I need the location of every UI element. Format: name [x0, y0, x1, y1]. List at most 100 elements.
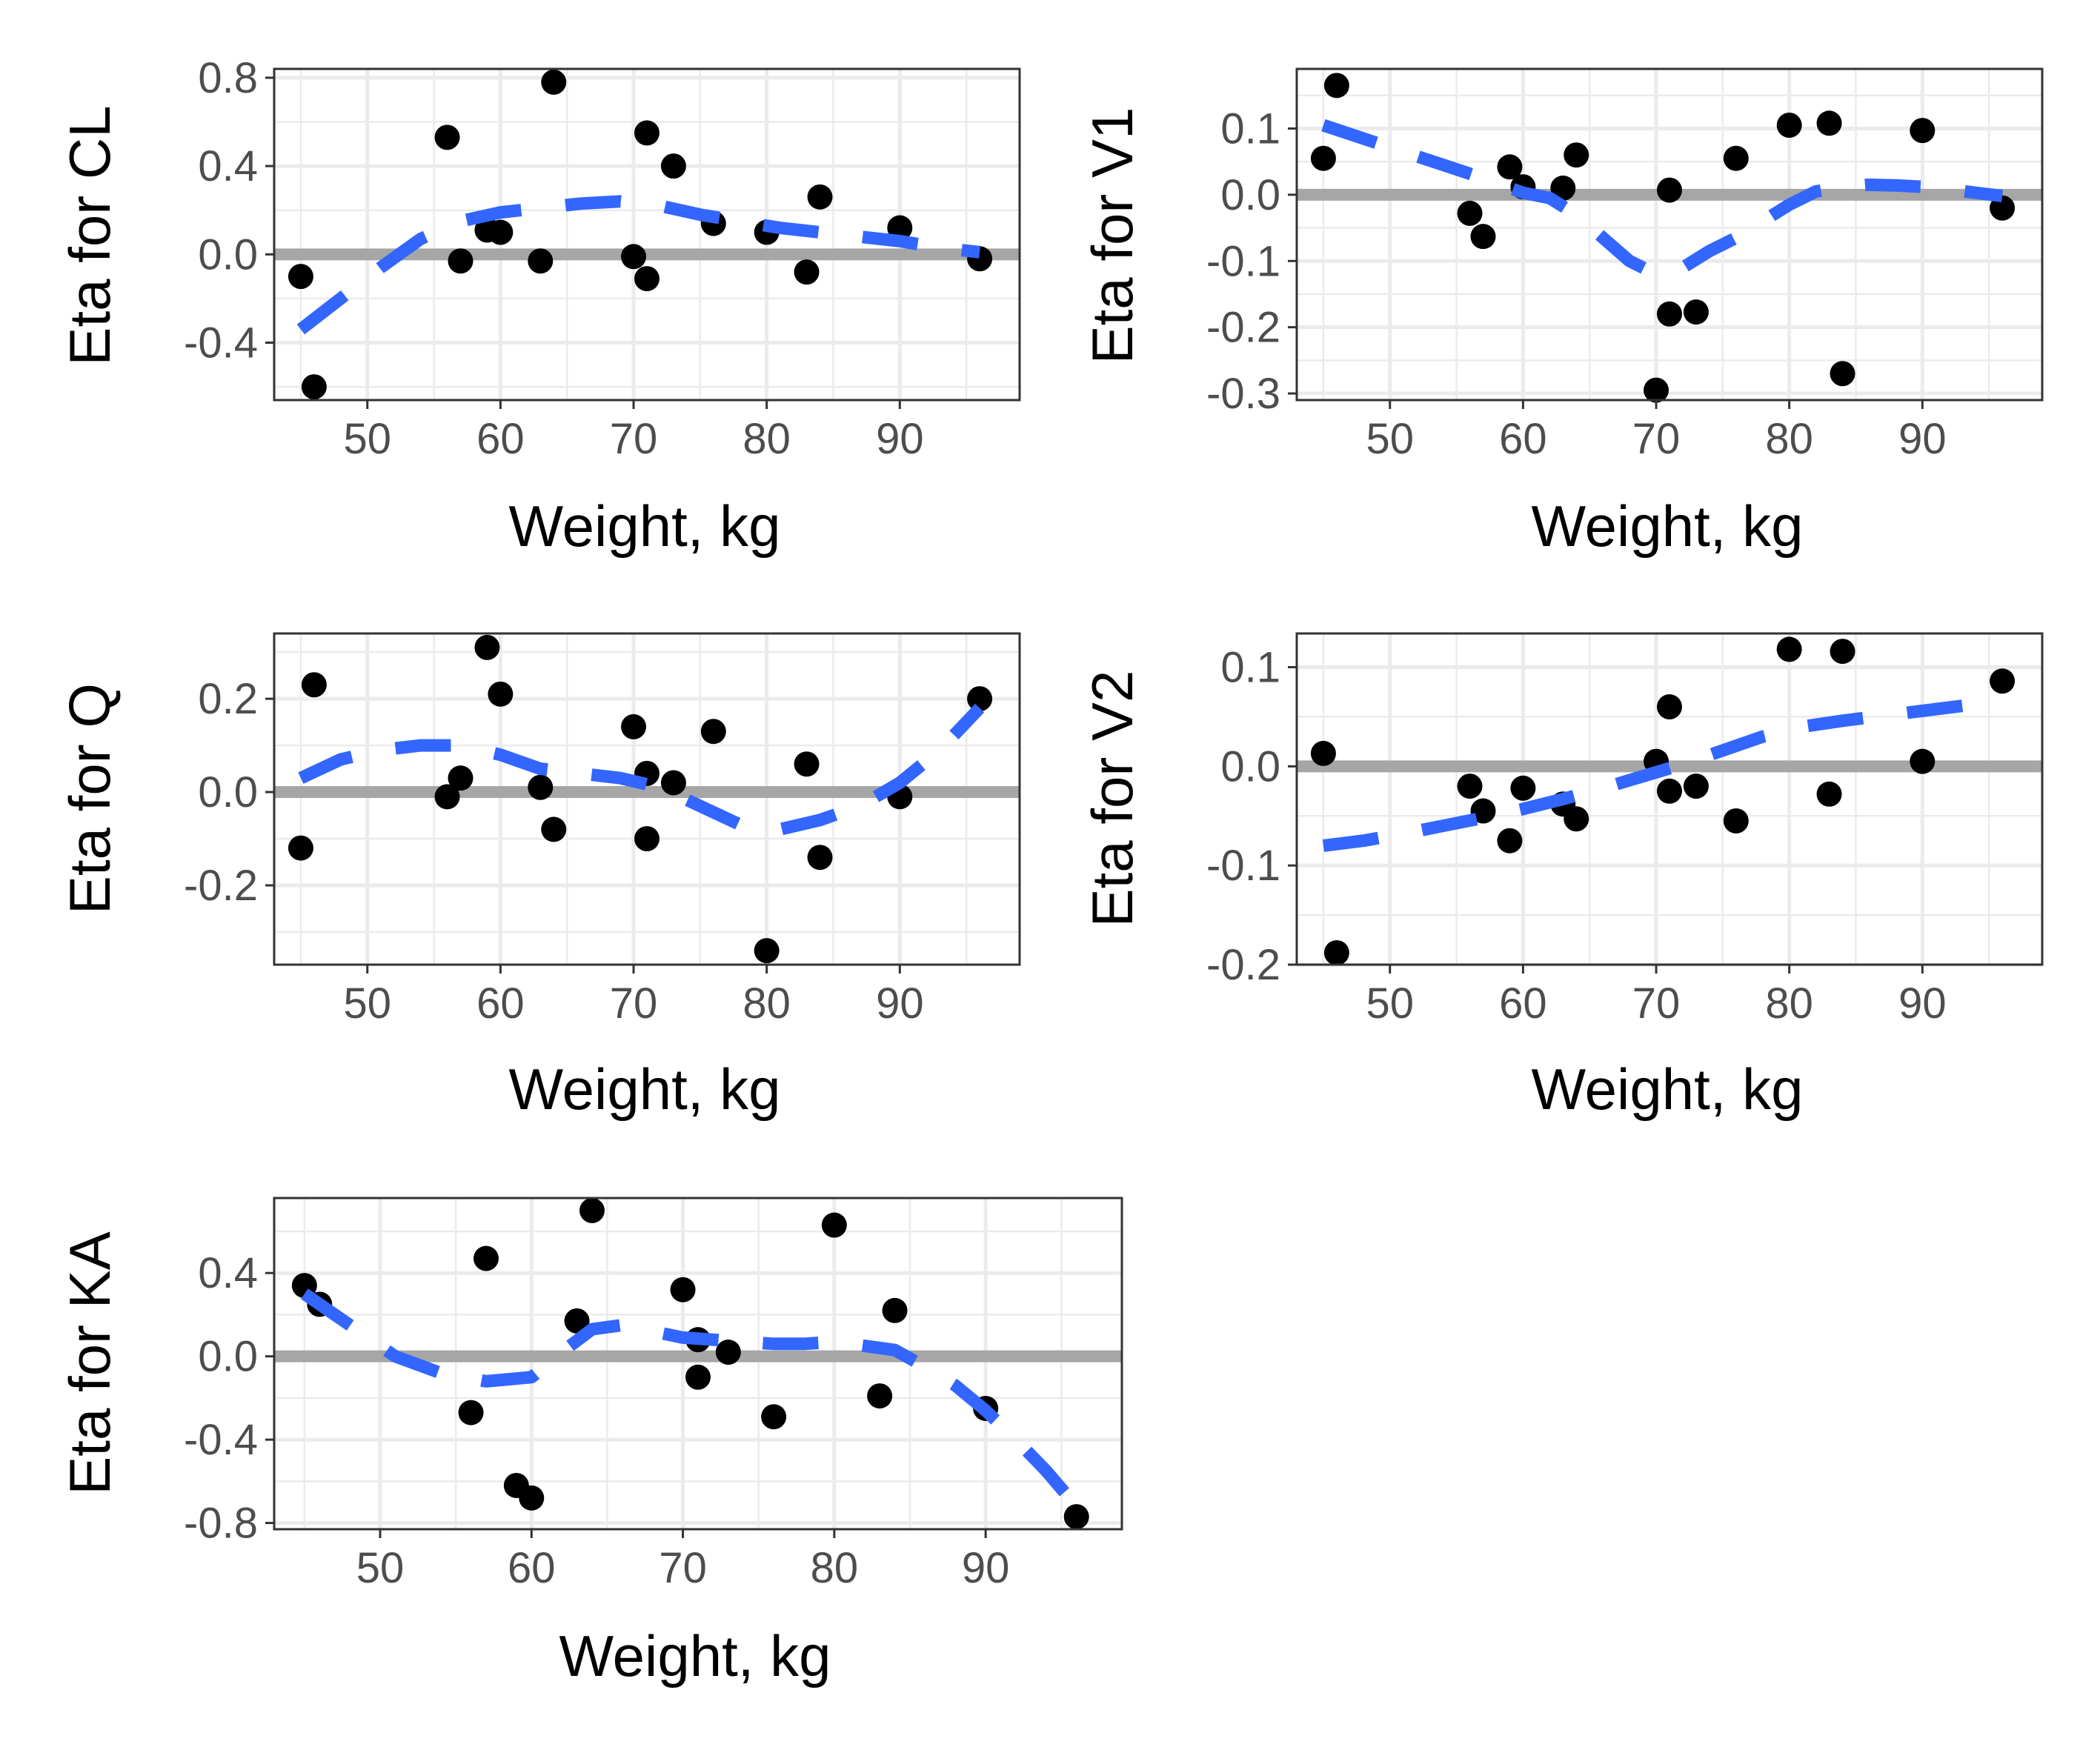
- y-tick-label: 0.0: [1220, 742, 1280, 791]
- data-point: [528, 774, 554, 800]
- panel-eta-q-smooth-line: [298, 703, 985, 836]
- data-point: [1470, 224, 1496, 250]
- panel-eta-ka-ylabel: Eta for KA: [57, 1231, 122, 1495]
- data-point: [1910, 118, 1935, 144]
- data-point: [700, 719, 726, 745]
- panel-eta-v1-xlabel: Weight, kg: [1531, 493, 1803, 559]
- data-point: [967, 686, 993, 712]
- panel-eta-ka-smooth-line: [301, 1288, 1082, 1511]
- data-point: [1323, 73, 1349, 99]
- data-point: [519, 1485, 545, 1511]
- x-tick-label: 60: [1499, 415, 1547, 463]
- y-tick-label: -0.1: [1206, 842, 1280, 890]
- data-point: [1470, 798, 1496, 824]
- panel-eta-ka: Eta for KA Weight, kg 50 60 70 80 90 -0.8 -0.4…: [57, 1197, 1123, 1689]
- x-tick-label: 80: [742, 415, 791, 463]
- x-tick-label: 80: [811, 1544, 859, 1592]
- data-point: [1910, 748, 1935, 774]
- data-point: [634, 120, 659, 146]
- y-tick-label: 0.2: [198, 675, 258, 723]
- panel-eta-v1-y-axis: -0.3 -0.2 -0.1 0.0 0.1: [1206, 104, 1297, 418]
- panel-eta-ka-x-axis: 50 60 70 80 90: [356, 1529, 1010, 1592]
- panel-eta-v1-background: [1297, 69, 2042, 400]
- data-point: [1816, 110, 1842, 136]
- y-tick-label: 0.0: [198, 230, 258, 279]
- panel-eta-q-ylabel: Eta for Q: [57, 683, 122, 914]
- data-point: [1310, 740, 1336, 766]
- data-point: [1776, 112, 1802, 138]
- panel-eta-v2: Eta for V2 Weight, kg 50 60 70 80 90 -0.2 -0.1…: [1080, 632, 2044, 1122]
- panel-eta-cl-points: [288, 69, 993, 400]
- panel-eta-v2-border: [1295, 632, 2044, 966]
- data-point: [434, 124, 460, 150]
- data-point: [541, 69, 567, 95]
- x-tick-label: 60: [508, 1544, 556, 1592]
- data-point: [579, 1197, 605, 1223]
- panel-eta-q-y-axis: -0.2 0.0 0.2: [184, 675, 274, 910]
- data-point: [528, 248, 554, 274]
- data-point: [621, 713, 647, 739]
- x-tick-label: 70: [1632, 415, 1681, 463]
- panel-eta-v1-ylabel: Eta for V1: [1080, 107, 1145, 365]
- data-point: [867, 1383, 893, 1409]
- x-tick-label: 60: [1499, 979, 1547, 1028]
- panel-eta-q-xlabel: Weight, kg: [508, 1057, 780, 1122]
- data-point: [288, 264, 313, 290]
- data-point: [1497, 828, 1523, 854]
- data-point: [634, 826, 659, 852]
- data-point: [1564, 806, 1589, 832]
- y-tick-label: 0.0: [1220, 171, 1280, 219]
- data-point: [541, 816, 567, 842]
- y-tick-label: -0.2: [184, 862, 258, 910]
- x-tick-label: 70: [1632, 979, 1681, 1028]
- y-tick-label: 0.1: [1220, 644, 1280, 692]
- data-point: [1657, 301, 1682, 327]
- data-point: [1457, 200, 1483, 226]
- data-point: [1657, 177, 1682, 203]
- y-tick-label: -0.2: [1206, 304, 1280, 352]
- data-point: [1657, 778, 1682, 804]
- data-point: [754, 938, 780, 964]
- x-tick-label: 50: [1366, 415, 1414, 463]
- data-point: [794, 751, 820, 777]
- y-tick-label: 0.8: [198, 54, 258, 102]
- data-point: [1644, 377, 1669, 403]
- x-tick-label: 90: [962, 1544, 1010, 1592]
- data-point: [715, 1340, 741, 1365]
- data-point: [301, 672, 327, 698]
- y-tick-label: -0.4: [184, 1416, 258, 1464]
- panel-eta-cl-x-axis: 50 60 70 80 90: [343, 400, 924, 463]
- panel-eta-cl-smooth-line: [296, 195, 981, 335]
- x-tick-label: 80: [1765, 415, 1813, 463]
- data-point: [288, 835, 313, 861]
- data-point: [685, 1364, 711, 1390]
- data-point: [448, 765, 474, 791]
- data-point: [1510, 775, 1536, 801]
- x-tick-label: 70: [610, 979, 658, 1028]
- y-tick-label: 0.0: [198, 1333, 258, 1381]
- x-tick-label: 90: [876, 415, 924, 463]
- y-tick-label: 0.4: [198, 1249, 258, 1297]
- x-tick-label: 90: [1898, 979, 1947, 1028]
- y-tick-label: -0.2: [1206, 941, 1280, 989]
- data-point: [564, 1308, 590, 1334]
- y-tick-label: -0.3: [1206, 370, 1280, 418]
- data-point: [807, 184, 833, 210]
- data-point: [1063, 1504, 1089, 1530]
- data-point: [660, 770, 686, 796]
- panel-eta-ka-xlabel: Weight, kg: [559, 1623, 831, 1689]
- x-tick-label: 80: [1765, 979, 1813, 1028]
- panel-eta-cl-xlabel: Weight, kg: [508, 493, 780, 559]
- data-point: [660, 153, 686, 179]
- data-point: [821, 1212, 847, 1238]
- x-tick-label: 50: [1366, 979, 1414, 1028]
- panel-eta-v2-smooth-line: [1322, 699, 1964, 852]
- panel-eta-cl-y-axis: -0.4 0.0 0.4 0.8: [184, 54, 274, 367]
- panel-eta-v2-x-axis: 50 60 70 80 90: [1366, 965, 1947, 1028]
- data-point: [1816, 781, 1842, 807]
- panel-eta-q: Eta for Q Weight, kg 50 60 70 80 90 -0.2 0.0 0.…: [57, 632, 1021, 1122]
- data-point: [1310, 145, 1336, 171]
- panel-eta-v1: Eta for V1 Weight, kg 50 60 70 80 90 -0.3 -0.2…: [1080, 67, 2044, 559]
- data-point: [634, 266, 659, 292]
- x-tick-label: 70: [610, 415, 658, 463]
